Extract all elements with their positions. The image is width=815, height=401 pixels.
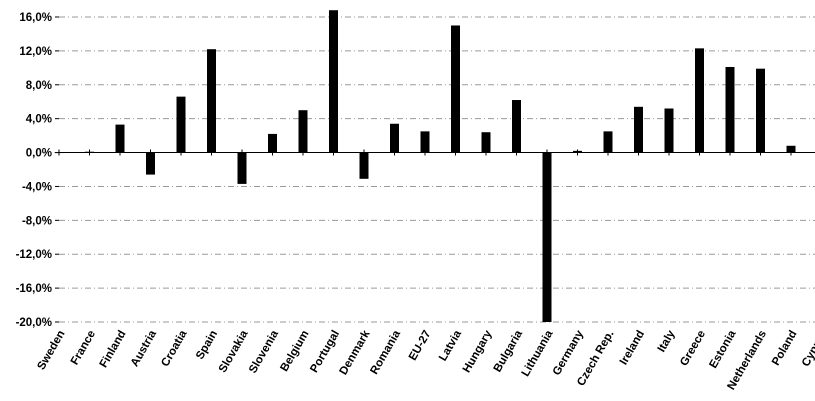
x-category-label: Latvia xyxy=(437,328,464,363)
y-tick-label: -16,0% xyxy=(16,283,52,295)
x-category-label: Bulgaria xyxy=(492,328,526,374)
x-category-label: Romania xyxy=(368,328,403,377)
bar-latvia xyxy=(451,25,460,153)
x-category-label: Finland xyxy=(98,329,129,370)
x-category-label: Italy xyxy=(656,328,678,354)
x-category-label: Ireland xyxy=(618,329,647,368)
x-category-label: Greece xyxy=(678,329,708,369)
y-tick-label: 16,0% xyxy=(19,12,52,24)
bar-greece xyxy=(695,48,704,153)
x-category-label: Belgium xyxy=(279,329,312,374)
bar-eu-27 xyxy=(420,131,430,153)
bar-spain xyxy=(207,49,216,153)
bar-czech-rep xyxy=(603,131,613,153)
bar-estonia xyxy=(725,66,735,153)
x-category-label: Poland xyxy=(770,329,800,368)
x-category-label: Portugal xyxy=(308,329,342,375)
bar-ireland xyxy=(634,106,643,153)
y-tick-label: 8,0% xyxy=(26,80,52,92)
y-tick-label: -20,0% xyxy=(16,317,52,329)
y-tick-label: 0,0% xyxy=(26,148,52,160)
y-tick-label: -12,0% xyxy=(16,249,52,261)
x-category-label: Croatia xyxy=(159,328,190,369)
bar-austria xyxy=(146,152,155,175)
bar-hungary xyxy=(481,132,491,153)
bars xyxy=(54,10,796,322)
bar-romania xyxy=(390,123,399,153)
x-category-label: Austria xyxy=(129,328,160,369)
x-axis-category-labels: Sweden France Finland Austria Croatia SpainSl… xyxy=(35,328,815,392)
bar-portugal xyxy=(329,10,338,153)
x-category-label: France xyxy=(69,329,98,368)
x-category-label: EU-27 xyxy=(407,329,434,363)
y-tick-label: 12,0% xyxy=(19,46,52,58)
bar-germany xyxy=(573,150,582,153)
bar-slovenia xyxy=(268,133,277,153)
bar-italy xyxy=(664,108,674,153)
x-category-label: Spain xyxy=(194,329,220,362)
x-category-label: Slovakia xyxy=(217,328,251,375)
x-category-label: Slovenia xyxy=(247,328,281,375)
bar-croatia xyxy=(176,96,186,153)
bar-denmark xyxy=(359,152,369,179)
bar-slovakia xyxy=(237,152,247,184)
x-category-label: Sweden xyxy=(35,329,67,373)
y-tick-label: 4,0% xyxy=(26,114,52,126)
bar-bulgaria xyxy=(512,100,521,153)
y-tick-label: -4,0% xyxy=(22,181,52,193)
bar-netherlands xyxy=(756,68,765,153)
x-category-label: Hungary xyxy=(461,328,495,375)
x-category-label: Denmark xyxy=(338,328,373,377)
bar-poland xyxy=(786,145,796,153)
x-category-label: Estonia xyxy=(707,328,738,370)
bar-finland xyxy=(115,124,125,153)
x-category-label: Cyprus xyxy=(800,329,815,369)
bar-lithuania xyxy=(542,152,552,322)
bar-belgium xyxy=(298,110,308,153)
y-tick-label: -8,0% xyxy=(22,215,52,227)
y-axis-tick-labels: 16,0% 12,0% 8,0% 4,0% 0,0% -4,0% -8,0% -12,0% -1… xyxy=(16,12,59,329)
